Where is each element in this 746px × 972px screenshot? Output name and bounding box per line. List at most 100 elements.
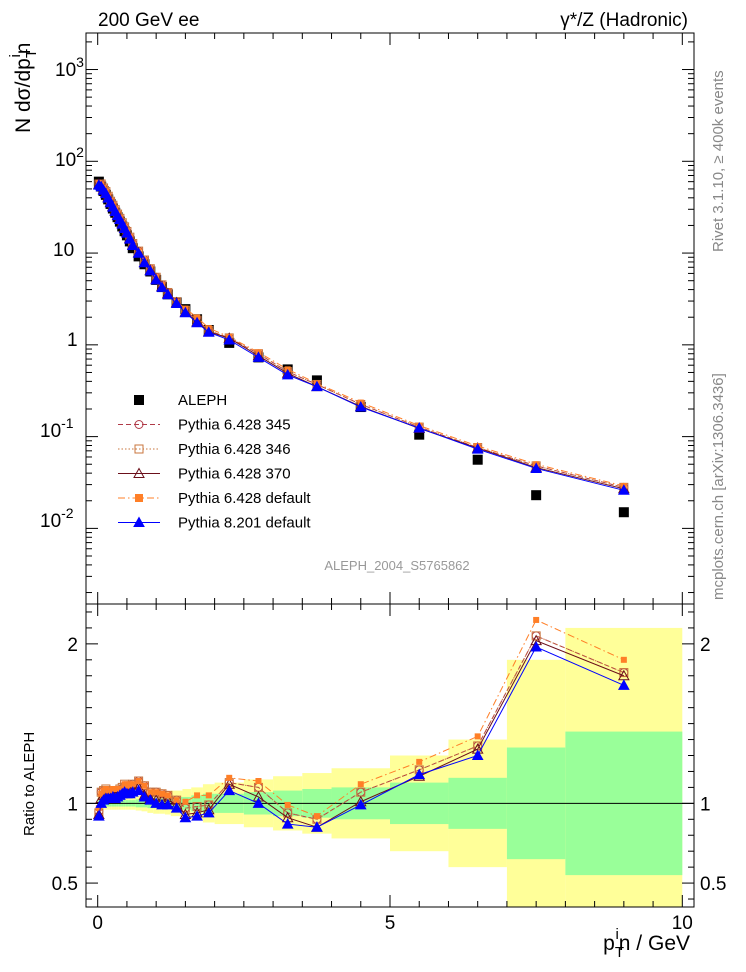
- ratio-point-3-27: [284, 801, 291, 808]
- ratio-point-3-1: [98, 790, 105, 797]
- ratio-point-3-31: [474, 733, 481, 740]
- legend: ALEPH Pythia 6.428 345 Pythia 6.428 346 Pyt…: [118, 392, 311, 532]
- ratio-ytick-label-left-0: 0.5: [52, 874, 78, 895]
- ytick-1e3: 103: [55, 54, 84, 81]
- legend-label-0: ALEPH: [178, 392, 227, 409]
- ratio-point-3-23: [194, 792, 201, 799]
- ratio-point-4-30: [413, 768, 426, 780]
- ratio-ytick-label-left-2: 2: [67, 635, 78, 656]
- ratio-ytick-label-right-2: 2: [700, 635, 711, 656]
- ratio-point-3-18: [153, 789, 160, 796]
- point-5-33: [617, 484, 630, 495]
- point-5-18: [150, 273, 163, 285]
- point-5-21: [170, 297, 183, 309]
- ratio-point-4-26: [252, 797, 265, 808]
- legend-marker-2: [134, 444, 144, 454]
- point-5-28: [311, 380, 323, 392]
- ratio-point-1-33: [619, 668, 629, 678]
- point-0-32: [531, 490, 542, 501]
- ratio-point-3-25: [226, 774, 233, 781]
- ratio-point-3-33: [620, 656, 627, 663]
- point-5-29: [354, 401, 367, 412]
- header-right-title: γ*/Z (Hadronic): [560, 10, 688, 31]
- ratio-point-3-28: [313, 813, 320, 820]
- ratio-point-4-31: [471, 749, 484, 760]
- analysis-watermark: ALEPH_2004_S5765862: [324, 558, 469, 573]
- ytick-1e-2: 10-2: [40, 505, 74, 532]
- legend-marker-4: [135, 494, 143, 502]
- ratio-point-4-29: [354, 798, 367, 810]
- ratio-point-4-23: [191, 810, 203, 821]
- uncertainty-bands: [97, 627, 683, 907]
- ratio-y-axis-title: Ratio to ALEPH: [21, 732, 38, 836]
- point-0-30: [414, 429, 425, 440]
- ratio-point-3-30: [416, 758, 423, 765]
- legend-marker-1: [134, 420, 144, 429]
- xtick-label-0: 0: [92, 913, 103, 934]
- point-5-20: [161, 288, 174, 300]
- ratio-plot-marks: [93, 616, 630, 832]
- point-5-14: [126, 239, 139, 250]
- ratio-point-4-28: [311, 821, 323, 832]
- ratio-point-3-21: [173, 797, 180, 804]
- ratio-point-4-0: [93, 810, 105, 821]
- xtick-label-1: 5: [385, 913, 396, 934]
- ratio-point-4-32: [530, 641, 543, 652]
- main-plot-marks: [93, 176, 630, 518]
- ratio-point-4-33: [617, 679, 630, 690]
- ratio-point-4-16: [138, 790, 151, 802]
- legend-label-1: Pythia 6.428 345: [178, 417, 291, 434]
- ratio-point-4-22: [179, 811, 192, 823]
- ratio-point-4-17: [144, 794, 157, 805]
- ratio-point-4-25: [223, 784, 236, 796]
- point-5-19: [156, 281, 168, 292]
- point-5-32: [530, 462, 543, 473]
- ratio-point-3-26: [255, 778, 262, 785]
- legend-marker-0: [134, 395, 144, 405]
- ratio-ytick-label-right-0: 0.5: [700, 874, 726, 895]
- ytick-10: 10: [53, 240, 74, 261]
- point-0-31: [472, 454, 483, 465]
- ratio-point-3-17: [147, 789, 154, 796]
- ratio-ytick-label-left-1: 1: [67, 794, 78, 815]
- x-axis-title: pTin / GeV: [603, 926, 690, 961]
- legend-label-5: Pythia 8.201 default: [178, 515, 311, 532]
- ratio-point-3-0: [95, 805, 102, 812]
- side-label-rivet: Rivet 3.1.10, ≥ 400k events: [710, 70, 727, 252]
- point-5-17: [144, 264, 157, 276]
- ratio-point-3-19: [159, 790, 165, 797]
- ratio-point-3-16: [141, 782, 148, 789]
- ratio-point-3-15: [135, 778, 142, 785]
- ratio-ytick-label-right-1: 1: [700, 794, 711, 815]
- ytick-1: 1: [67, 330, 78, 351]
- point-5-31: [471, 443, 484, 454]
- ratio-point-3-14: [129, 781, 136, 788]
- ratio-point-1-32: [531, 631, 541, 641]
- legend-marker-5: [133, 516, 145, 527]
- point-5-26: [252, 351, 265, 362]
- point-5-24: [202, 326, 215, 337]
- point-5-16: [138, 256, 151, 268]
- legend-label-2: Pythia 6.428 346: [178, 441, 291, 458]
- ratio-point-3-29: [357, 781, 364, 788]
- ratio-point-3-24: [205, 792, 212, 799]
- ratio-point-3-32: [533, 616, 540, 623]
- ratio-plot-panel: 0.5 0.5 1 1 2 2 0 5 10 Ratio to ALEPH pTin / GeV: [21, 603, 726, 961]
- ratio-point-1-27: [283, 808, 293, 818]
- legend-marker-3: [133, 467, 145, 478]
- point-5-25: [223, 333, 236, 345]
- point-0-33: [618, 507, 629, 518]
- legend-label-4: Pythia 6.428 default: [178, 490, 311, 507]
- point-5-27: [281, 368, 294, 380]
- ratio-point-4-21: [170, 802, 183, 813]
- main-y-axis-title: N dσ/dpTin: [7, 43, 40, 133]
- ratio-point-3-20: [164, 792, 171, 799]
- point-5-23: [191, 316, 203, 328]
- xtick-label-2: 10: [672, 913, 693, 934]
- ytick-1e2: 102: [55, 144, 84, 171]
- point-5-30: [413, 422, 426, 433]
- ratio-plot-ticks: 0.5 0.5 1 1 2 2 0 5 10: [52, 604, 726, 934]
- main-plot-panel: 103 102 10 1 10-1 10-2 N dσ/dpTin ALEPH_…: [7, 32, 695, 605]
- point-5-15: [132, 247, 145, 258]
